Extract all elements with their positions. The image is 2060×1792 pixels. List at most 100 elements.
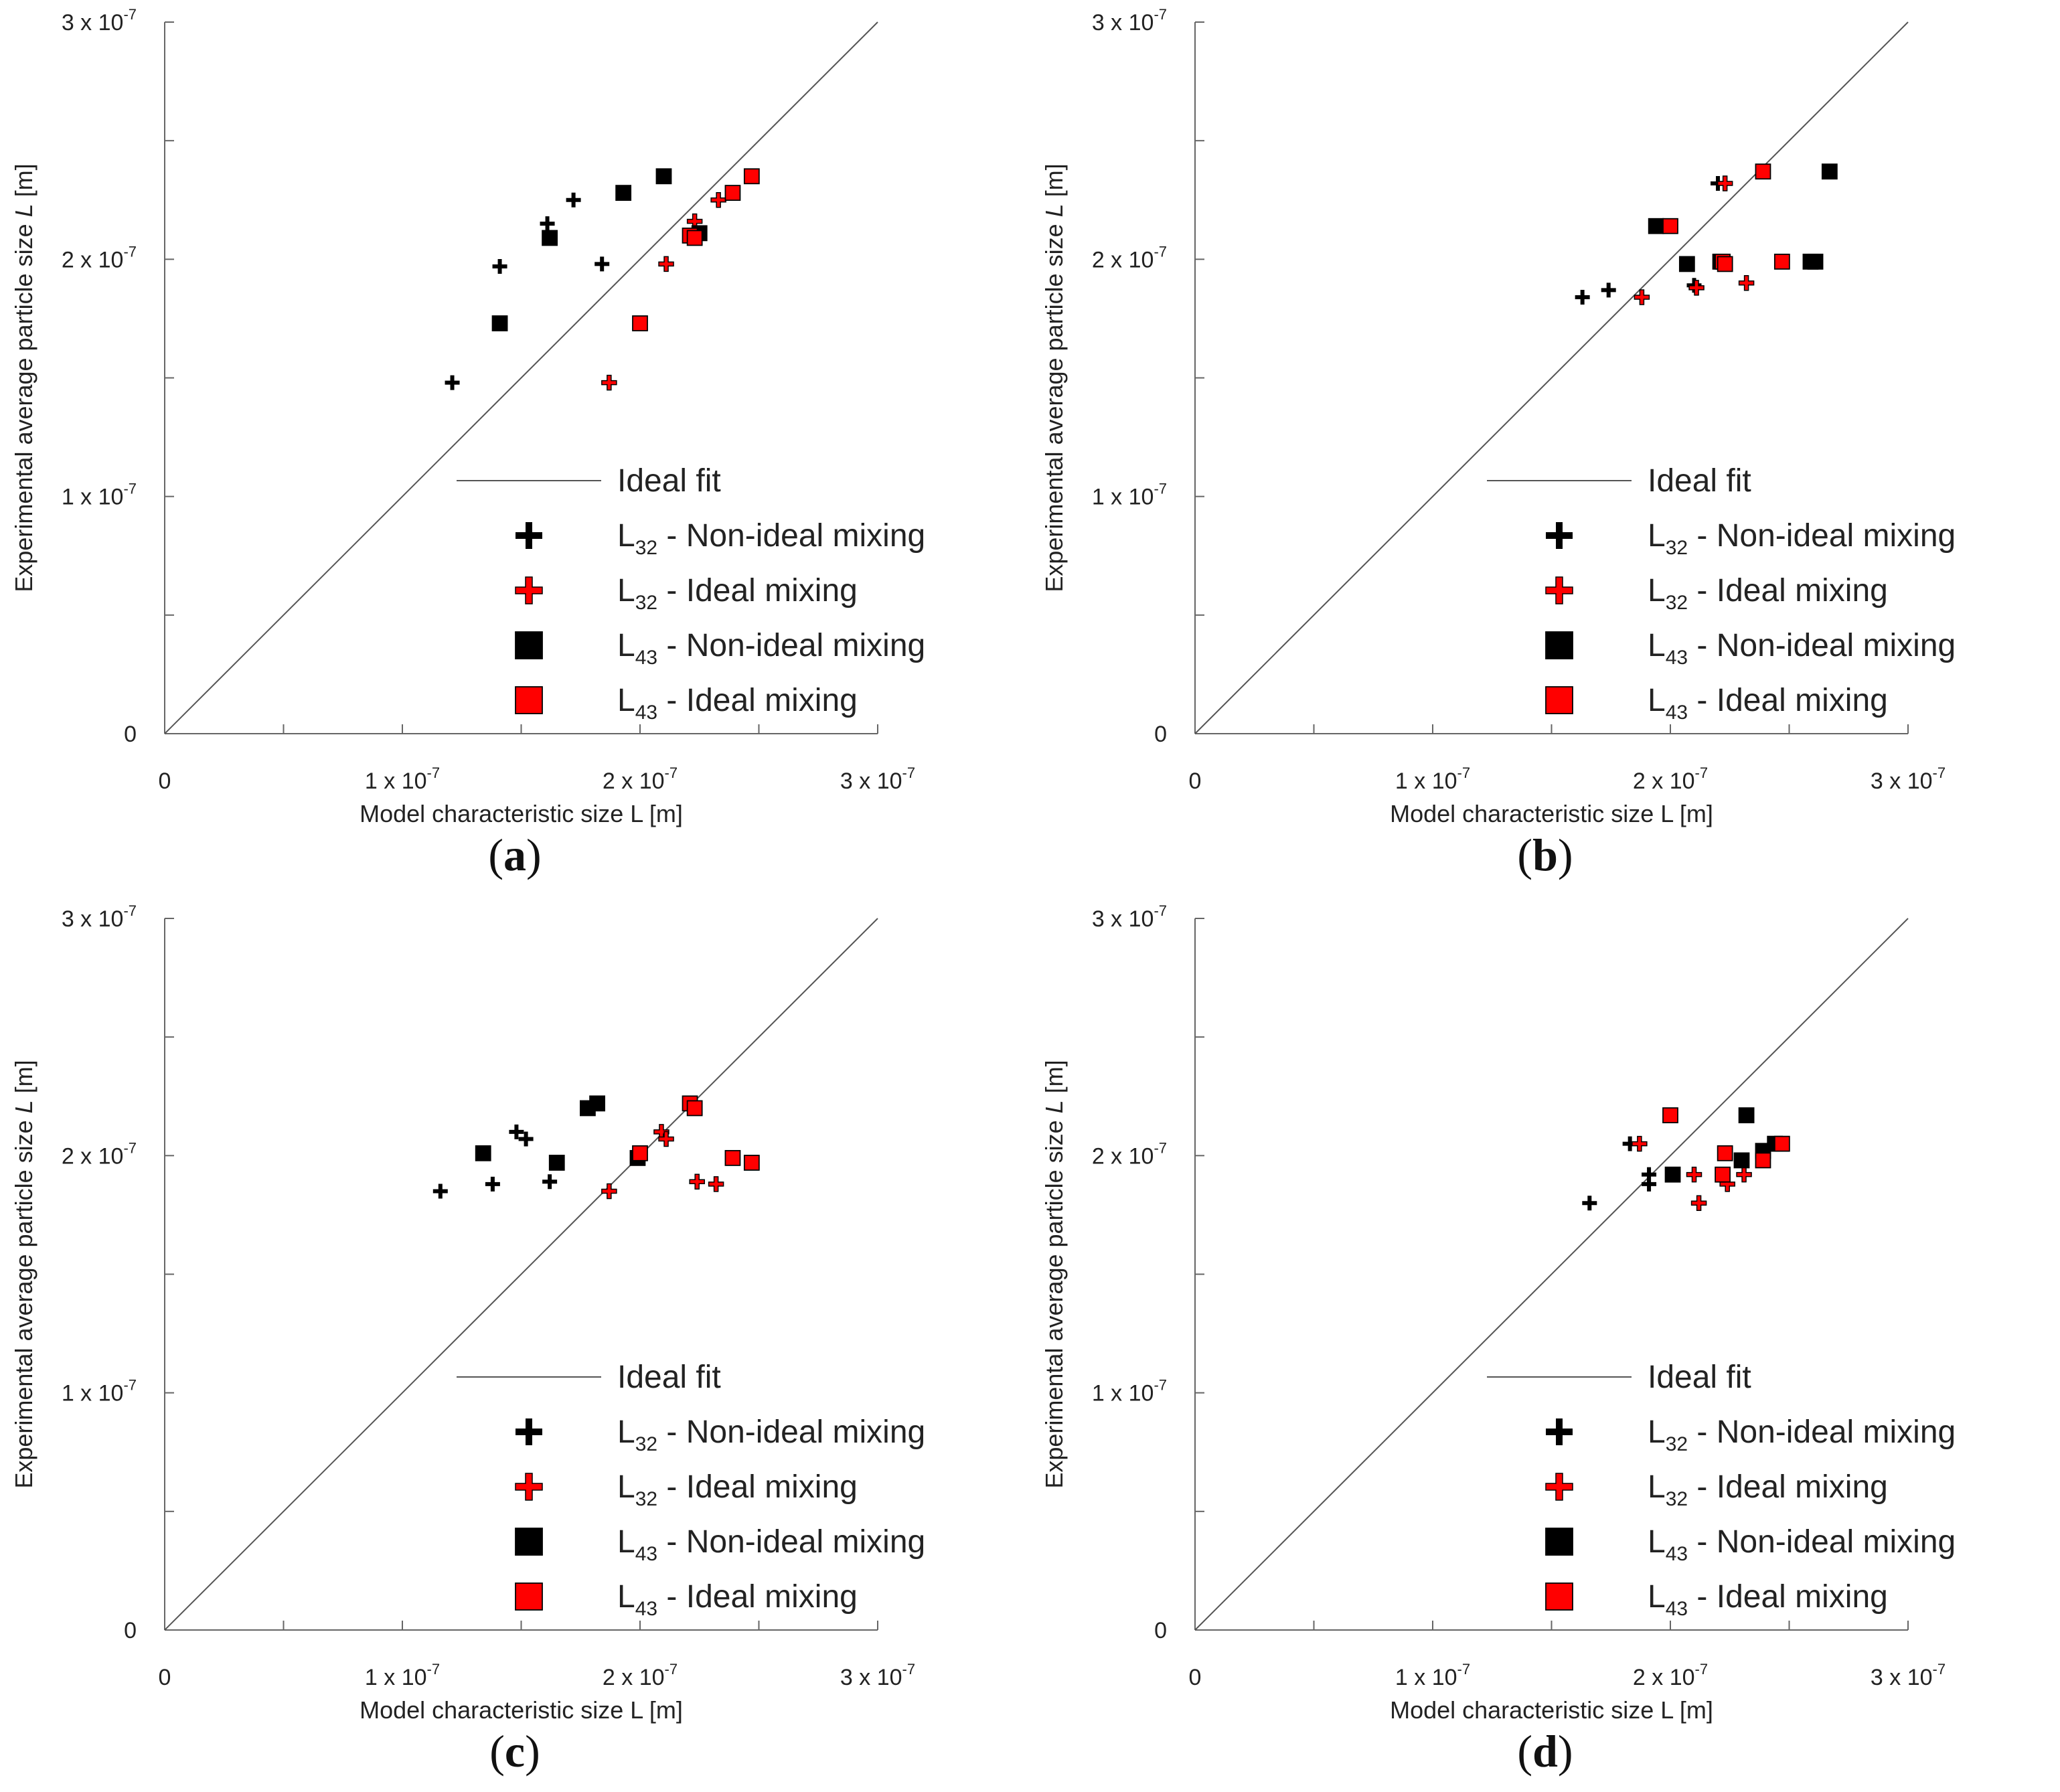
data-point-plus <box>540 216 555 232</box>
data-point-plus <box>1632 1135 1648 1152</box>
data-point-square <box>686 1100 703 1117</box>
panel-caption-c: (c) <box>489 1726 540 1777</box>
y-axis-title: Experimental average particle size L [m] <box>1040 163 1068 592</box>
data-point-square <box>589 1095 605 1112</box>
y-tick-label: 0 <box>1154 722 1167 747</box>
legend-item: Ideal fit <box>1487 1360 1751 1395</box>
data-point-plus <box>1738 275 1755 291</box>
legend-item: Ideal fit <box>1487 463 1751 499</box>
data-point-square <box>1755 163 1771 180</box>
legend-plus-swatch <box>515 576 543 604</box>
y-tick-label: 2 x 10-7 <box>1092 243 1167 272</box>
legend-label: Ideal fit <box>1648 1360 1751 1395</box>
data-point-plus <box>601 374 617 391</box>
data-point-plus <box>1690 1195 1707 1211</box>
legend-square-swatch <box>515 1528 543 1556</box>
legend-item: L43 - Non-ideal mixing <box>1545 628 1956 669</box>
series-l43-non-ideal-mixing <box>475 1095 646 1171</box>
scatter-plot-b: 0 1 x 10-7 2 x 10-7 3 x 10-7 0 1 x 10-7 2 x 10… <box>1040 6 1956 827</box>
x-axis-title: Model characteristic size L [m] <box>1390 1696 1713 1724</box>
legend-item: L43 - Non-ideal mixing <box>515 1524 925 1565</box>
y-tick-label: 1 x 10-7 <box>1092 481 1167 510</box>
x-tick-label: 3 x 10-7 <box>840 764 915 794</box>
data-point-square <box>632 315 648 331</box>
legend: Ideal fit L32 - Non-ideal mixing L32 - Ide… <box>457 463 925 724</box>
series-l43-ideal-mixing <box>1662 1107 1790 1183</box>
panel-d: 0 1 x 10-7 2 x 10-7 3 x 10-7 0 1 x 10-7 2 x 10… <box>1030 896 2060 1792</box>
y-axis-title: Experimental average particle size L [m] <box>10 1060 37 1488</box>
data-point-plus <box>658 256 674 272</box>
legend-item: L32 - Non-ideal mixing <box>516 1414 925 1455</box>
legend-item: L32 - Ideal mixing <box>515 1469 858 1510</box>
series-l32-ideal-mixing <box>601 192 726 391</box>
data-point-square <box>491 315 508 331</box>
data-point-square <box>1773 253 1790 270</box>
legend-square-swatch <box>1545 631 1573 659</box>
legend-label: L43 - Non-ideal mixing <box>1648 1524 1956 1565</box>
panel-caption-d: (d) <box>1517 1726 1573 1777</box>
legend: Ideal fit L32 - Non-ideal mixing L32 - Ide… <box>1487 1360 1956 1620</box>
data-point-square <box>655 168 672 185</box>
data-point-square <box>1715 1166 1731 1183</box>
y-tick-label: 3 x 10-7 <box>1092 902 1167 932</box>
legend-label: L32 - Ideal mixing <box>1648 573 1888 614</box>
legend-label: L32 - Non-ideal mixing <box>617 1414 925 1455</box>
legend-label: L43 - Ideal mixing <box>617 683 858 724</box>
x-tick-label: 1 x 10-7 <box>1395 1661 1470 1690</box>
y-tick-label: 3 x 10-7 <box>1092 6 1167 35</box>
data-point-square <box>724 185 741 201</box>
data-point-square <box>1821 163 1838 180</box>
data-point-square <box>724 1149 741 1166</box>
ideal-fit-line <box>1194 21 1909 734</box>
y-tick-label: 3 x 10-7 <box>62 902 137 932</box>
data-point-plus <box>1601 282 1616 298</box>
legend-item: L32 - Ideal mixing <box>1545 573 1888 614</box>
data-point-square <box>542 230 558 246</box>
legend-item: L32 - Non-ideal mixing <box>1546 518 1956 559</box>
x-tick-label: 3 x 10-7 <box>1871 1661 1946 1690</box>
series-l32-non-ideal-mixing <box>432 1124 558 1199</box>
legend-square-swatch <box>515 686 543 714</box>
legend-label: L43 - Non-ideal mixing <box>617 1524 925 1565</box>
x-tick-label: 0 <box>159 768 171 794</box>
data-point-square <box>475 1145 491 1161</box>
data-point-square <box>1717 256 1733 272</box>
x-tick-label: 3 x 10-7 <box>1871 764 1946 794</box>
legend-item: Ideal fit <box>457 1360 721 1395</box>
y-tick-label: 2 x 10-7 <box>62 243 137 272</box>
legend-item: L43 - Non-ideal mixing <box>1545 1524 1956 1565</box>
data-point-plus <box>708 1176 724 1192</box>
legend-plus-swatch <box>516 1418 542 1445</box>
data-point-square <box>1807 253 1824 270</box>
legend-item: L32 - Ideal mixing <box>515 573 858 614</box>
x-tick-label: 2 x 10-7 <box>603 1661 678 1690</box>
panel-label-c: c <box>504 1726 526 1777</box>
data-point-plus <box>1686 1166 1702 1183</box>
series-l43-ideal-mixing <box>1662 163 1790 272</box>
series-l32-ideal-mixing <box>601 1124 724 1200</box>
legend-label: L32 - Non-ideal mixing <box>1648 518 1956 559</box>
legend-label: L43 - Ideal mixing <box>1648 683 1888 724</box>
data-point-plus <box>1634 289 1650 305</box>
y-tick-label: 1 x 10-7 <box>1092 1377 1167 1406</box>
series-l43-ideal-mixing <box>632 168 760 331</box>
ideal-fit-line <box>1194 918 1909 1631</box>
data-point-plus <box>485 1176 500 1192</box>
data-point-square <box>743 168 760 185</box>
x-tick-label: 2 x 10-7 <box>1633 1661 1708 1690</box>
data-point-square <box>615 185 632 201</box>
legend-label: L43 - Non-ideal mixing <box>617 628 925 669</box>
legend-label: L32 - Ideal mixing <box>617 573 858 614</box>
data-point-square <box>686 230 703 246</box>
legend-square-swatch <box>1545 1582 1573 1611</box>
data-point-square <box>1773 1135 1790 1152</box>
data-point-square <box>1678 256 1695 272</box>
series-l32-ideal-mixing <box>1634 175 1755 305</box>
legend-square-swatch <box>1545 1528 1573 1556</box>
ideal-fit-line <box>164 918 878 1631</box>
legend-item: L43 - Ideal mixing <box>515 683 858 724</box>
data-point-square <box>1733 1152 1750 1169</box>
x-tick-label: 0 <box>159 1665 171 1690</box>
legend-item: L32 - Non-ideal mixing <box>516 518 925 559</box>
panel-label-d: d <box>1532 1726 1558 1777</box>
